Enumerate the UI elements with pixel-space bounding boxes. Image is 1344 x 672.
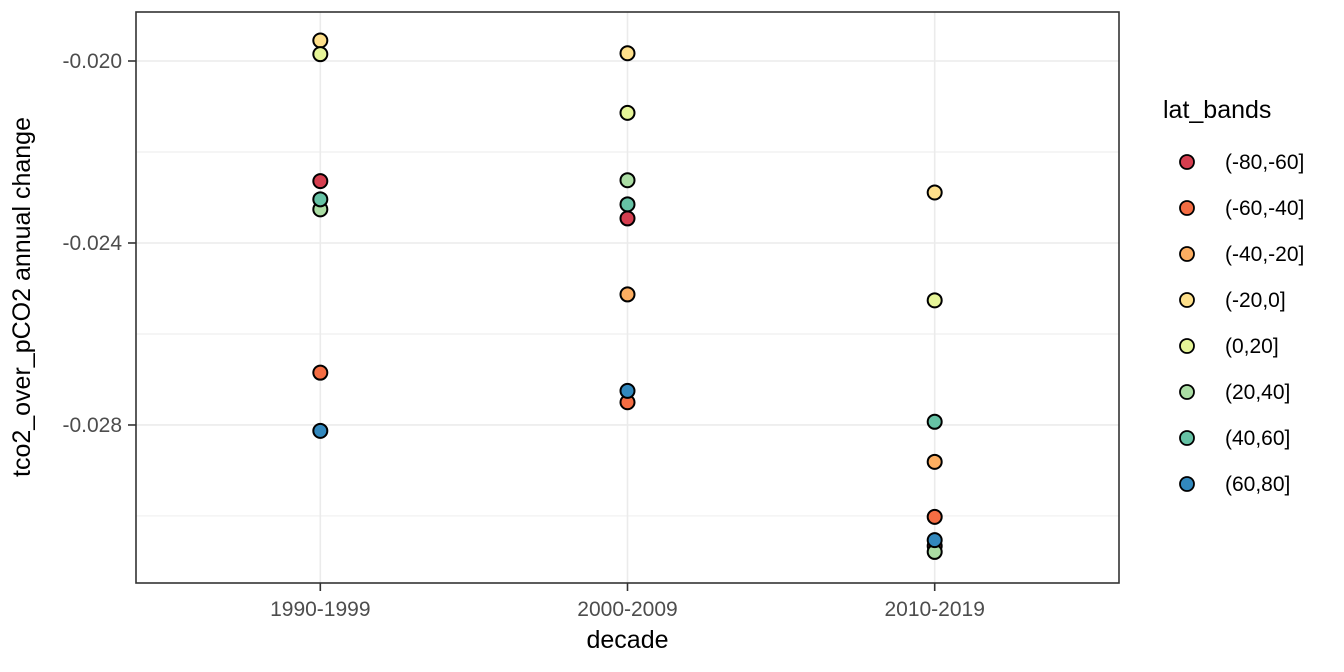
legend-entry-label: (-60,-40]: [1225, 197, 1304, 220]
legend-entry: (-80,-60]: [1179, 151, 1304, 174]
legend-entry-label: (20,40]: [1225, 381, 1290, 404]
legend-key-icon: [1179, 200, 1195, 216]
legend-entry: (40,60]: [1179, 427, 1290, 450]
legend-entry-label: (40,60]: [1225, 427, 1290, 450]
data-point: [312, 191, 329, 208]
data-point: [619, 45, 636, 62]
data-point: [619, 382, 636, 399]
legend-entry: (-40,-20]: [1179, 243, 1304, 266]
legend-key-icon: [1179, 246, 1195, 262]
legend-entry: (0,20]: [1179, 335, 1279, 358]
data-point: [619, 172, 636, 189]
data-point: [312, 173, 329, 190]
y-tick-label: -0.024: [62, 232, 122, 255]
x-axis: 1990-1999 2000-2009 2010-2019: [270, 583, 985, 621]
x-tick-label: 2000-2009: [577, 598, 677, 621]
legend-key-icon: [1179, 154, 1195, 170]
y-tick-label: -0.028: [62, 414, 122, 437]
legend-key-icon: [1179, 384, 1195, 400]
legend-entry: (-60,-40]: [1179, 197, 1304, 220]
legend-entry-label: (-20,0]: [1225, 289, 1286, 312]
data-point: [619, 286, 636, 303]
legend-entry-label: (-40,-20]: [1225, 243, 1304, 266]
y-tick-label: -0.020: [62, 50, 122, 73]
data-point: [312, 422, 329, 439]
x-axis-title: decade: [586, 626, 668, 654]
legend: lat_bands (-80,-60] (-60,-40] (-40,-20] (-2…: [1163, 96, 1304, 496]
data-point: [619, 196, 636, 213]
data-point: [312, 32, 329, 49]
legend-key-icon: [1179, 338, 1195, 354]
legend-entries: (-80,-60] (-60,-40] (-40,-20] (-20,0] (0,20]…: [1179, 151, 1304, 496]
data-point: [926, 184, 943, 201]
legend-title: lat_bands: [1163, 96, 1271, 124]
data-point: [926, 292, 943, 309]
legend-key-icon: [1179, 430, 1195, 446]
data-point: [312, 364, 329, 381]
data-point: [312, 46, 329, 63]
legend-entry: (-20,0]: [1179, 289, 1286, 312]
legend-entry: (20,40]: [1179, 381, 1290, 404]
y-axis: -0.020 -0.024 -0.028: [62, 50, 136, 437]
data-point: [926, 508, 943, 525]
y-axis-title: tco2_over_pCO2 annual change: [8, 117, 36, 477]
x-tick-label: 1990-1999: [270, 598, 370, 621]
data-point: [926, 453, 943, 470]
legend-entry-label: (0,20]: [1225, 335, 1279, 358]
legend-entry-label: (60,80]: [1225, 473, 1290, 496]
data-point: [926, 413, 943, 430]
legend-key-icon: [1179, 476, 1195, 492]
legend-key-icon: [1179, 292, 1195, 308]
legend-entry: (60,80]: [1179, 473, 1290, 496]
x-tick-label: 2010-2019: [884, 598, 984, 621]
data-points-layer: [312, 32, 943, 560]
data-point: [926, 532, 943, 549]
legend-entry-label: (-80,-60]: [1225, 151, 1304, 174]
data-point: [619, 104, 636, 121]
data-point: [619, 210, 636, 227]
